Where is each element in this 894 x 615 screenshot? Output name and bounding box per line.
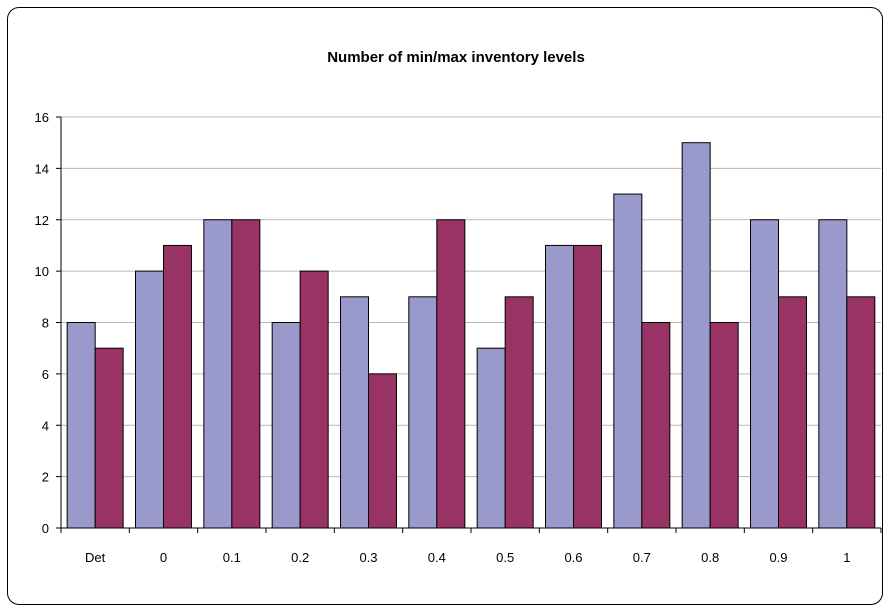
- bar-series1-0.9: [750, 219, 779, 529]
- bar-series1-0.4: [408, 296, 438, 529]
- bar-series1-0: [135, 270, 164, 529]
- bar-series2-0.5: [504, 296, 534, 529]
- bar-series2-0: [163, 244, 192, 529]
- bar-series1-0.1: [203, 219, 233, 529]
- x-tick-label: 0.9: [769, 550, 787, 565]
- x-tick-label: 0.1: [223, 550, 241, 565]
- x-tick-labels: Det 0 0.1 0.2 0.3 0.4 0.5 0.6 0.7 0.8 0.9 1: [85, 550, 850, 565]
- y-tick-labels: 0 2 4 6 8 10 12 14 16: [35, 110, 49, 536]
- bar-series1-0.3: [340, 296, 369, 529]
- bar-series2-Det: [94, 347, 124, 529]
- x-tick-label: 0.8: [701, 550, 719, 565]
- x-tick-label: 0.4: [428, 550, 446, 565]
- gridlines: [56, 116, 881, 529]
- bar-series2-0.2: [299, 270, 329, 529]
- chart-title: Number of min/max inventory levels: [327, 49, 585, 66]
- y-tick-label: 0: [42, 521, 49, 536]
- x-tick-label: 0.7: [633, 550, 651, 565]
- bar-series2-0.3: [368, 373, 397, 529]
- bar-series1-1: [818, 219, 848, 529]
- bar-series2-0.7: [641, 322, 671, 529]
- x-tick-label: 0.2: [291, 550, 309, 565]
- bar-series2-0.1: [231, 219, 261, 529]
- x-tick-label: Det: [85, 550, 106, 565]
- bar-series1-0.7: [613, 193, 643, 529]
- bar-series2-0.4: [436, 219, 466, 529]
- y-tick-label: 10: [35, 264, 49, 279]
- bar-series1-0.5: [476, 347, 506, 529]
- bar-series2-1: [846, 296, 876, 529]
- y-tick-label: 14: [35, 161, 49, 176]
- bar-series1-0.6: [545, 244, 574, 529]
- y-tick-label: 4: [42, 418, 49, 433]
- bar-series1-0.2: [271, 322, 301, 529]
- y-tick-label: 6: [42, 367, 49, 382]
- x-tick-label: 1: [843, 550, 850, 565]
- y-tick-label: 16: [35, 110, 49, 125]
- x-tick-label: 0: [160, 550, 167, 565]
- x-tick-label: 0.3: [359, 550, 377, 565]
- bar-series2-0.6: [573, 244, 602, 529]
- axes: [60, 117, 882, 533]
- bar-series2-0.8: [709, 322, 739, 529]
- bar-series2-0.9: [778, 296, 807, 529]
- x-tick-label: 0.5: [496, 550, 514, 565]
- y-tick-label: 2: [42, 470, 49, 485]
- x-tick-label: 0.6: [564, 550, 582, 565]
- y-tick-label: 12: [35, 213, 49, 228]
- y-tick-label: 8: [42, 316, 49, 331]
- bar-series1-Det: [66, 322, 96, 529]
- bars: [66, 142, 876, 529]
- bar-series1-0.8: [681, 142, 711, 529]
